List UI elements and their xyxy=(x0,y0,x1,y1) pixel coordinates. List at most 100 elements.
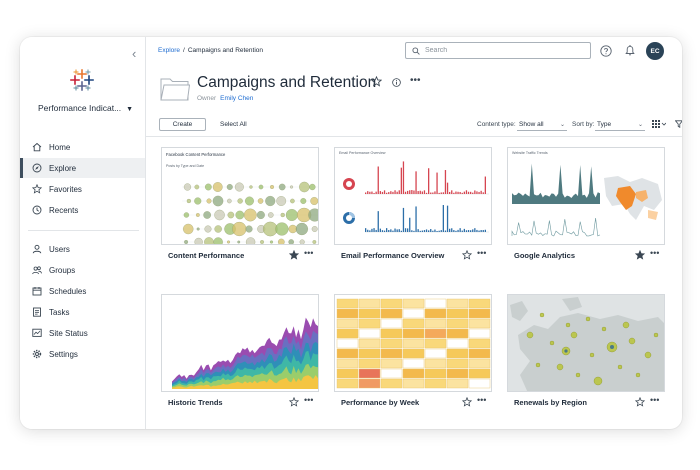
bar xyxy=(442,192,444,194)
heatmap-cell xyxy=(424,308,447,319)
card-title: Renewals by Region xyxy=(514,398,587,407)
bar xyxy=(402,161,405,194)
bubble xyxy=(265,195,276,207)
workbook-card-content-performance[interactable]: Facebook Content Performance Posts by Ty… xyxy=(161,147,319,267)
workbook-card-email-performance[interactable]: Email Performance Overview Email Perform… xyxy=(334,147,492,267)
more-options-icon[interactable]: ••• xyxy=(477,395,487,405)
bar xyxy=(451,228,453,232)
bubble xyxy=(194,184,200,190)
bubble xyxy=(262,221,278,237)
search-input[interactable] xyxy=(425,47,575,54)
sidebar-item-users[interactable]: Users xyxy=(20,239,145,259)
bar xyxy=(480,230,482,232)
collapse-sidebar-icon[interactable]: ‹ xyxy=(132,46,137,61)
more-options-icon[interactable]: ••• xyxy=(650,395,660,405)
heatmap-cell xyxy=(358,358,381,369)
bar xyxy=(428,168,430,194)
bubble xyxy=(276,196,287,206)
create-button[interactable]: Create xyxy=(159,118,206,131)
bubble xyxy=(290,198,295,204)
bar xyxy=(404,228,407,232)
sidebar-item-tasks[interactable]: Tasks xyxy=(20,302,145,322)
sidebar-item-schedules[interactable]: Schedules xyxy=(20,281,145,301)
owner-name-link[interactable]: Emily Chen xyxy=(220,95,254,102)
select-all-button[interactable]: Select All xyxy=(220,121,247,128)
bar xyxy=(419,190,421,194)
bubble xyxy=(186,198,191,204)
map-point xyxy=(622,321,630,329)
more-options-icon[interactable]: ••• xyxy=(410,75,421,86)
bar xyxy=(442,205,444,232)
bar xyxy=(472,229,474,232)
heatmap-cell xyxy=(446,378,469,389)
bubble xyxy=(268,212,274,218)
help-icon[interactable] xyxy=(600,45,612,57)
heatmap-cell xyxy=(380,338,403,349)
thumbnail-google-analytics: Website Traffic Trends xyxy=(507,147,665,245)
favorite-star-icon[interactable] xyxy=(371,76,382,87)
heatmap-cell xyxy=(446,328,469,339)
bubble xyxy=(278,238,285,244)
workbook-card-performance-by-week[interactable]: Performance by Week ••• xyxy=(334,294,492,414)
star-outline-icon[interactable] xyxy=(462,397,472,407)
bar xyxy=(476,191,478,194)
heatmap-cell xyxy=(446,338,469,349)
bar xyxy=(409,190,411,194)
heatmap-cell xyxy=(468,338,491,349)
bar xyxy=(386,228,388,232)
heatmap-cell xyxy=(446,368,469,379)
bar xyxy=(467,191,470,194)
info-icon[interactable] xyxy=(392,78,401,87)
star-outline-icon[interactable] xyxy=(289,397,299,407)
bar xyxy=(394,228,396,232)
map-point xyxy=(635,372,641,378)
more-options-icon[interactable]: ••• xyxy=(650,248,660,258)
workbook-card-renewals-by-region[interactable]: Renewals by Region ••• xyxy=(507,294,665,414)
star-filled-icon[interactable] xyxy=(289,250,299,260)
bar xyxy=(417,191,419,194)
more-options-icon[interactable]: ••• xyxy=(477,248,487,258)
sidebar-item-favorites[interactable]: Favorites xyxy=(20,179,145,199)
bubble xyxy=(195,213,200,217)
star-outline-icon[interactable] xyxy=(635,397,645,407)
tasks-icon xyxy=(32,307,42,317)
more-options-icon[interactable]: ••• xyxy=(304,248,314,258)
sidebar-item-explore[interactable]: Explore xyxy=(20,158,145,178)
sidebar-item-settings[interactable]: Settings xyxy=(20,344,145,364)
sidebar-item-recents[interactable]: Recents xyxy=(20,200,145,220)
workbook-card-google-analytics[interactable]: Website Traffic Trends Google Analytics … xyxy=(507,147,665,267)
notification-bell-icon[interactable] xyxy=(624,44,636,57)
sidebar-item-site-status[interactable]: Site Status xyxy=(20,323,145,343)
sidebar-item-home[interactable]: Home xyxy=(20,137,145,157)
sidebar-item-label: Schedules xyxy=(49,286,87,296)
bar xyxy=(381,191,384,194)
thumbnail-renewals-by-region xyxy=(507,294,665,392)
content-type-select[interactable]: Show all ⌄ xyxy=(517,118,567,131)
more-options-icon[interactable]: ••• xyxy=(304,395,314,405)
star-outline-icon[interactable] xyxy=(462,250,472,260)
heatmap-cell xyxy=(424,298,447,309)
sidebar-item-groups[interactable]: Groups xyxy=(20,260,145,280)
status-icon xyxy=(32,328,42,338)
sort-select[interactable]: Type ⌄ xyxy=(595,118,645,131)
workbook-card-historic-trends[interactable]: Historic Trends ••• xyxy=(161,294,319,414)
filter-icon[interactable] xyxy=(675,120,682,128)
bar xyxy=(369,191,371,194)
stacked-area-thumbnail xyxy=(172,317,318,389)
heatmap-cell xyxy=(336,318,359,329)
calendar-icon xyxy=(32,286,42,296)
chevron-down-icon: ⌄ xyxy=(559,121,565,128)
bubble xyxy=(184,240,189,244)
user-avatar[interactable]: EC xyxy=(646,42,664,60)
site-switcher[interactable]: Performance Indicat... ▼ xyxy=(38,103,133,113)
bar xyxy=(451,190,453,194)
bubble xyxy=(308,208,318,222)
bar xyxy=(392,230,394,232)
star-filled-icon[interactable] xyxy=(635,250,645,260)
heatmap-cell xyxy=(424,328,447,339)
breadcrumb-explore-link[interactable]: Explore xyxy=(158,47,181,54)
bubble xyxy=(212,182,223,192)
search-box[interactable] xyxy=(405,42,591,59)
bar xyxy=(465,230,468,232)
grid-view-icon[interactable] xyxy=(652,120,666,128)
